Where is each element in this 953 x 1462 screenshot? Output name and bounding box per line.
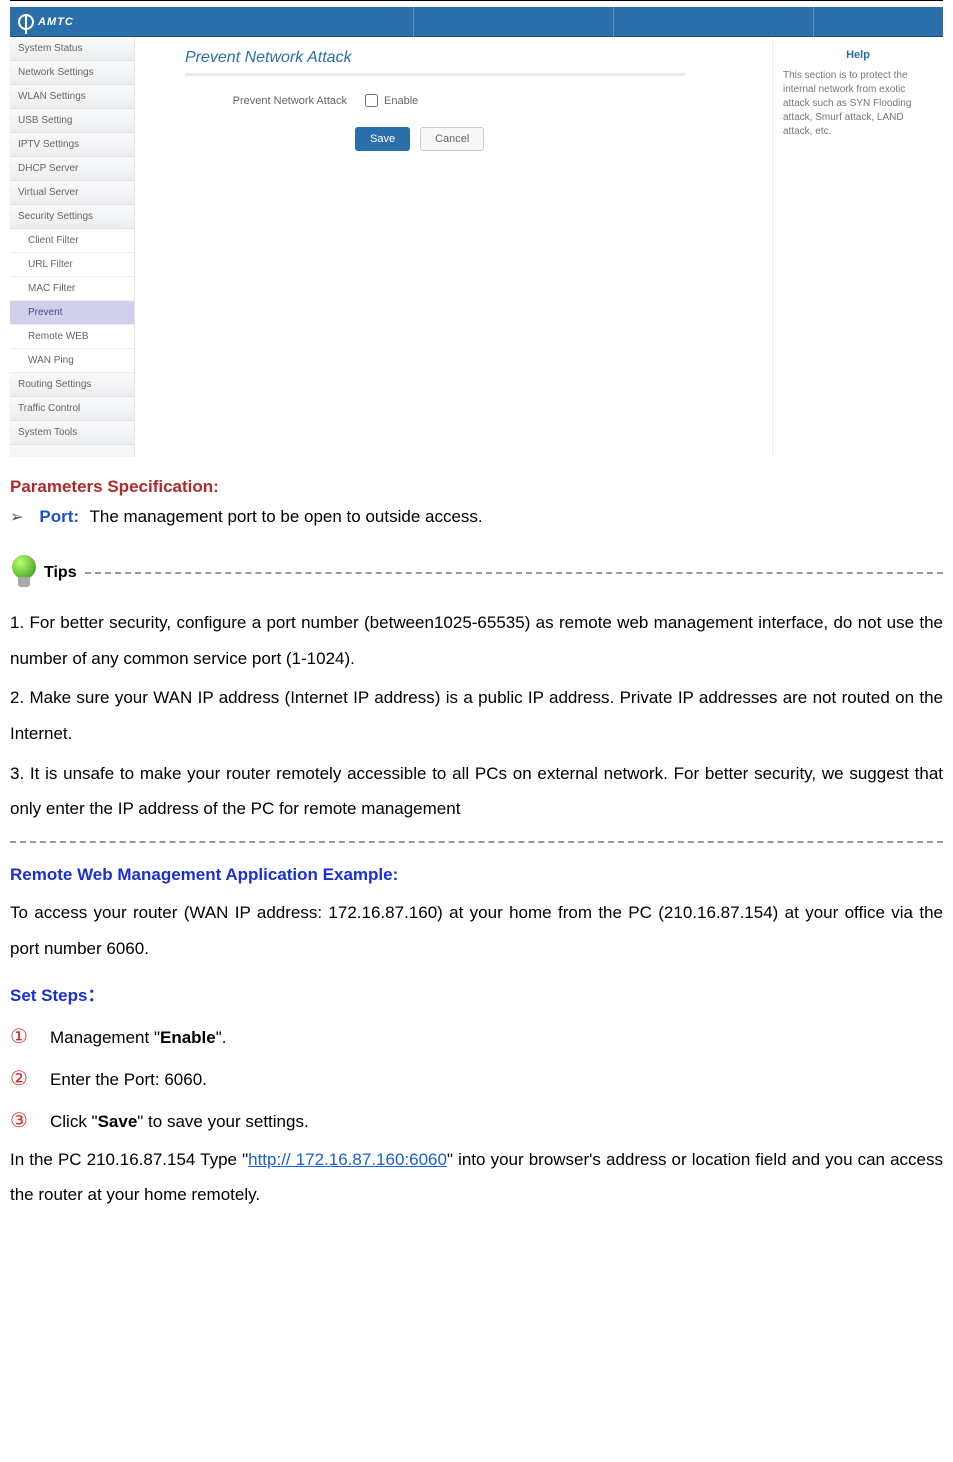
sidebar-item-virtual-server[interactable]: Virtual Server (10, 181, 134, 205)
ui-body: System Status Network Settings WLAN Sett… (10, 37, 943, 457)
step-1: ① Management "Enable". (10, 1016, 943, 1058)
ui-header-bar: AMTC (10, 7, 943, 37)
panel-title: Prevent Network Attack (185, 49, 772, 73)
checkbox-label: Enable (384, 95, 418, 107)
step-3: ③ Click "Save" to save your settings. (10, 1100, 943, 1142)
tips-dash-line (85, 572, 943, 574)
brand-logo-icon (18, 14, 34, 30)
sidebar-item-routing-settings[interactable]: Routing Settings (10, 373, 134, 397)
port-bullet: ➢ Port: The management port to be open t… (10, 507, 943, 527)
brand-name: AMTC (38, 16, 74, 28)
port-key: Port: (39, 507, 79, 526)
steps-list: ① Management "Enable". ② Enter the Port:… (10, 1016, 943, 1142)
example-text: To access your router (WAN IP address: 1… (10, 895, 943, 966)
help-panel: Help This section is to protect the inte… (773, 37, 943, 457)
enable-checkbox[interactable] (365, 94, 378, 107)
save-button[interactable]: Save (355, 127, 410, 151)
tips-row: Tips (10, 555, 943, 591)
step3-pre: Click " (50, 1112, 98, 1131)
button-row: Save Cancel (185, 127, 772, 151)
footer-paragraph: In the PC 210.16.87.154 Type "http:// 17… (10, 1142, 943, 1213)
remote-url-link[interactable]: http:// 172.16.87.160:6060 (248, 1150, 447, 1169)
set-steps-heading: Set Steps： (10, 981, 943, 1006)
sidebar-item-usb-setting[interactable]: USB Setting (10, 109, 134, 133)
sidebar-sub-url-filter[interactable]: URL Filter (10, 253, 134, 277)
header-cell (413, 7, 613, 37)
router-ui-screenshot: AMTC System Status Network Settings WLAN… (10, 7, 943, 457)
header-spacer (413, 7, 943, 37)
step3-post: " to save your settings. (137, 1112, 308, 1131)
tips-label: Tips (44, 564, 77, 582)
port-text: The management port to be open to outsid… (85, 507, 483, 526)
sidebar-item-wlan-settings[interactable]: WLAN Settings (10, 85, 134, 109)
tip-2: 2. Make sure your WAN IP address (Intern… (10, 680, 943, 751)
sidebar-sub-remote-web[interactable]: Remote WEB (10, 325, 134, 349)
sidebar-sub-client-filter[interactable]: Client Filter (10, 229, 134, 253)
step3-bold: Save (98, 1112, 138, 1131)
step1-bold: Enable (160, 1028, 216, 1047)
sidebar-item-system-tools[interactable]: System Tools (10, 421, 134, 445)
panel-underline (185, 73, 685, 76)
step-number-3: ③ (10, 1100, 36, 1142)
main-panel: Prevent Network Attack Prevent Network A… (135, 37, 773, 457)
sidebar-item-traffic-control[interactable]: Traffic Control (10, 397, 134, 421)
header-cell (813, 7, 943, 37)
help-title: Help (783, 49, 933, 61)
step-number-1: ① (10, 1016, 36, 1058)
parameters-heading: Parameters Specification: (10, 477, 943, 497)
step-2: ② Enter the Port: 6060. (10, 1058, 943, 1100)
field-label: Prevent Network Attack (185, 95, 365, 107)
sidebar-item-system-status[interactable]: System Status (10, 37, 134, 61)
step1-pre: Management " (50, 1028, 160, 1047)
sidebar-item-security-settings[interactable]: Security Settings (10, 205, 134, 229)
sidebar-item-dhcp-server[interactable]: DHCP Server (10, 157, 134, 181)
tip-1: 1. For better security, configure a port… (10, 605, 943, 676)
example-heading: Remote Web Management Application Exampl… (10, 865, 943, 885)
step1-post: ". (216, 1028, 227, 1047)
header-cell (613, 7, 813, 37)
sidebar-item-iptv-settings[interactable]: IPTV Settings (10, 133, 134, 157)
sidebar-sub-prevent[interactable]: Prevent (10, 301, 134, 325)
step2-text: Enter the Port: 6060. (50, 1062, 207, 1098)
sidebar-sub-mac-filter[interactable]: MAC Filter (10, 277, 134, 301)
bullet-arrow-icon: ➢ (10, 507, 23, 527)
sidebar-item-network-settings[interactable]: Network Settings (10, 61, 134, 85)
sidebar-sub-wan-ping[interactable]: WAN Ping (10, 349, 134, 373)
dashed-separator (10, 841, 943, 843)
prevent-form-row: Prevent Network Attack Enable (185, 94, 772, 107)
help-text: This section is to protect the internal … (783, 69, 933, 139)
sidebar: System Status Network Settings WLAN Sett… (10, 37, 135, 457)
tip-3: 3. It is unsafe to make your router remo… (10, 756, 943, 827)
footer-pre: In the PC 210.16.87.154 Type " (10, 1150, 248, 1169)
step-number-2: ② (10, 1058, 36, 1100)
cancel-button[interactable]: Cancel (420, 127, 484, 151)
lightbulb-icon (10, 555, 38, 591)
page-top-rule (10, 0, 943, 1)
